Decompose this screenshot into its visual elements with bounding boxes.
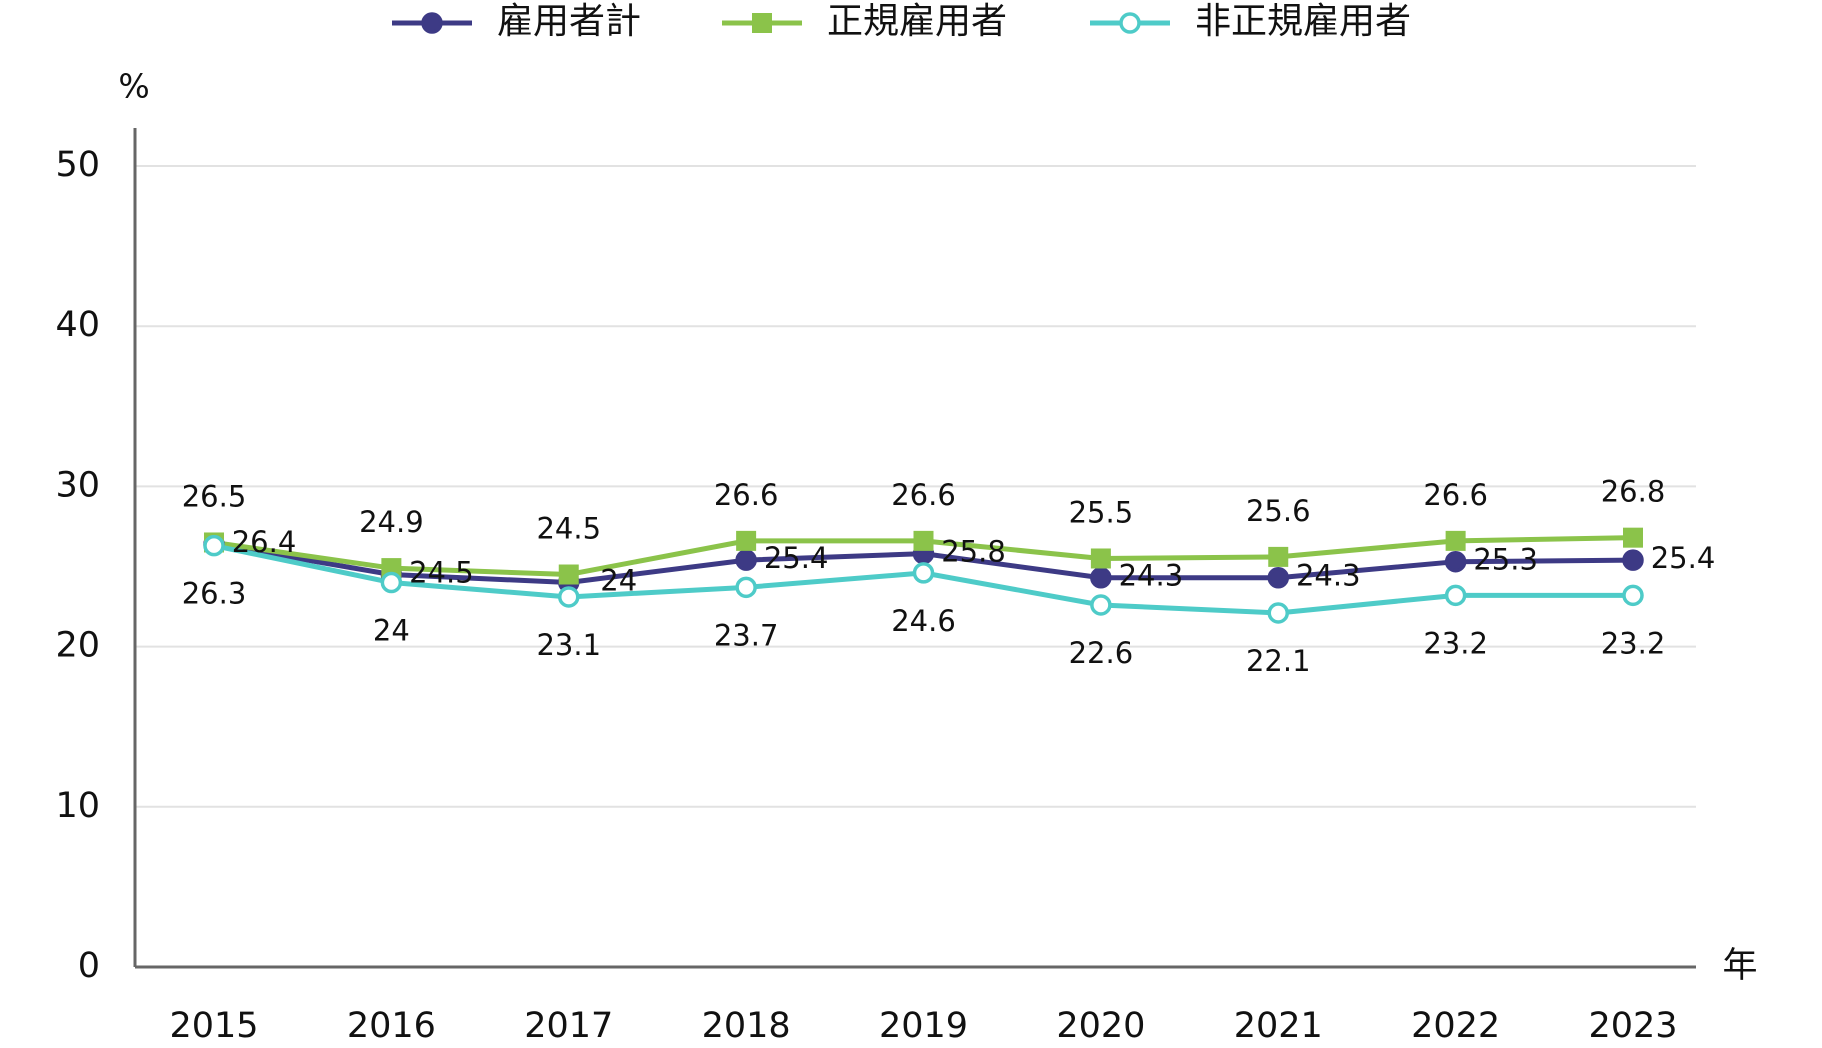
y-axis-label: %: [118, 67, 149, 106]
data-label: 25.5: [1069, 495, 1134, 529]
x-tick-label: 2016: [347, 1006, 436, 1046]
data-label: 24.3: [1296, 559, 1361, 593]
data-label: 22.1: [1246, 644, 1311, 678]
x-axis-label: 年: [1722, 946, 1757, 986]
x-tick-label: 2022: [1411, 1006, 1500, 1046]
data-label: 26.6: [1423, 478, 1488, 512]
data-label: 23.1: [536, 628, 601, 662]
x-tick-label: 2018: [702, 1006, 791, 1046]
marker: [380, 571, 403, 594]
legend-label: 正規雇用者: [827, 1, 1007, 42]
data-label: 24.5: [409, 556, 474, 590]
data-label: 26.6: [714, 478, 779, 512]
data-label: 25.8: [941, 535, 1006, 569]
legend-label: 非正規雇用者: [1195, 1, 1411, 42]
data-label: 25.6: [1246, 494, 1311, 528]
marker: [1119, 12, 1141, 34]
data-label: 24: [600, 564, 637, 598]
marker: [1623, 527, 1643, 548]
marker: [1622, 584, 1644, 607]
y-tick-label: 0: [78, 946, 100, 986]
marker: [735, 549, 757, 571]
data-label: 26.6: [891, 478, 956, 512]
marker: [736, 530, 757, 551]
x-tick-label: 2023: [1588, 1006, 1677, 1046]
marker: [421, 12, 443, 34]
marker: [1622, 549, 1644, 571]
marker: [1268, 546, 1289, 567]
legend-label: 雇用者計: [497, 1, 641, 42]
marker: [1267, 602, 1289, 624]
marker: [558, 586, 580, 608]
marker: [558, 564, 579, 585]
data-label: 25.4: [1651, 541, 1716, 575]
data-label: 24.5: [536, 512, 601, 546]
data-label: 26.8: [1601, 475, 1666, 509]
data-label: 26.3: [182, 577, 247, 611]
marker: [1444, 584, 1467, 607]
marker: [913, 530, 934, 551]
marker: [1267, 566, 1289, 589]
data-label: 23.2: [1601, 626, 1666, 660]
x-tick-label: 2019: [879, 1006, 968, 1046]
data-label: 24.9: [359, 505, 424, 539]
marker: [203, 534, 225, 557]
y-tick-label: 10: [55, 786, 100, 826]
y-tick-label: 40: [55, 305, 100, 345]
marker: [1090, 548, 1111, 569]
marker: [1444, 550, 1467, 573]
y-tick-label: 30: [55, 465, 100, 505]
x-tick-label: 2017: [524, 1006, 613, 1046]
data-label: 26.4: [232, 525, 297, 559]
marker: [735, 576, 757, 599]
data-label: 24.6: [891, 604, 956, 638]
data-label: 24.3: [1119, 559, 1184, 593]
data-label: 22.6: [1069, 636, 1134, 670]
marker: [1445, 530, 1466, 551]
marker: [1090, 594, 1112, 616]
data-label: 25.3: [1473, 543, 1538, 577]
data-label: 25.4: [764, 541, 829, 575]
x-tick-label: 2021: [1234, 1006, 1323, 1046]
data-label: 23.2: [1423, 626, 1488, 660]
y-tick-label: 20: [55, 626, 100, 666]
data-label: 23.7: [714, 618, 779, 652]
y-tick-label: 50: [55, 145, 100, 185]
marker: [1090, 566, 1112, 589]
x-tick-label: 2015: [169, 1006, 258, 1046]
marker: [912, 562, 935, 584]
data-label: 26.5: [182, 479, 247, 513]
x-tick-label: 2020: [1056, 1006, 1145, 1046]
marker: [752, 13, 772, 33]
data-label: 24: [373, 614, 410, 648]
